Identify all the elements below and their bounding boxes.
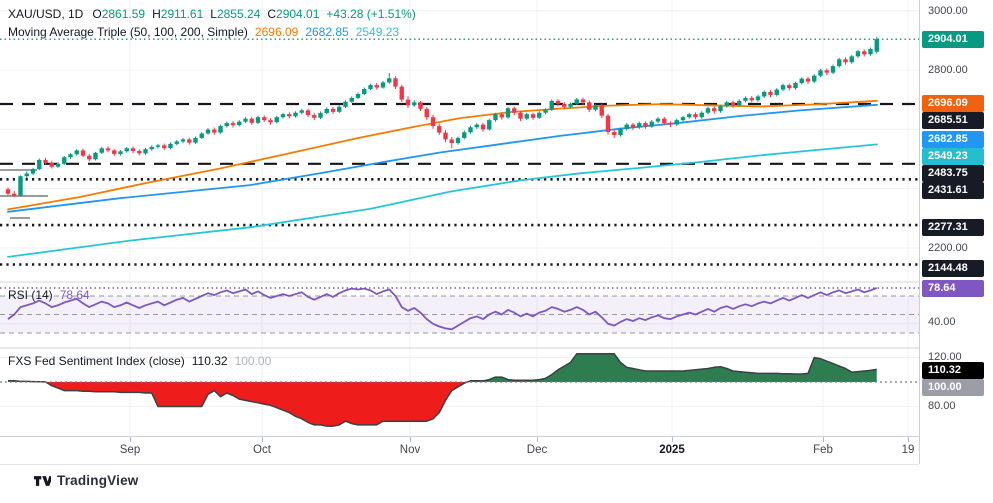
time-tick (823, 437, 824, 442)
time-tick (262, 437, 263, 442)
ma100-value: 2682.85 (305, 25, 349, 39)
ma-line-sma50 (7, 99, 878, 211)
time-label-19: 19 (901, 444, 915, 456)
ma200-value: 2549.23 (355, 25, 400, 39)
time-label-2025: 2025 (659, 444, 685, 456)
axis-badge-2685.51: 2685.51 (922, 111, 984, 129)
axis-label-40.00: 40.00 (928, 316, 956, 328)
axis-label-3000.00: 3000.00 (928, 5, 968, 17)
axis-badge-78.64: 78.64 (922, 279, 984, 297)
axis-badge-2682.85: 2682.85 (922, 130, 984, 148)
axis-label-2200.00: 2200.00 (928, 242, 968, 254)
ma-indicator-title[interactable]: Moving Average Triple (50, 100, 200, Sim… (8, 25, 248, 39)
axis-label-2800.00: 2800.00 (928, 64, 968, 76)
tradingview-logo[interactable]: TradingView (34, 473, 138, 488)
ohlc-high: H2911.61 (152, 7, 204, 21)
ma-line-sma200 (7, 143, 878, 258)
time-tick (130, 437, 131, 442)
chart-panes[interactable]: XAU/USD, 1D O2861.59 H2911.61 L2855.24 C… (0, 0, 919, 436)
time-tick (410, 437, 411, 442)
ohlc-close: C2904.01 (267, 7, 320, 21)
main-legend[interactable]: XAU/USD, 1D O2861.59 H2911.61 L2855.24 C… (8, 6, 416, 40)
axis-badge-2431.61: 2431.61 (922, 181, 984, 199)
axis-badge-2483.75: 2483.75 (922, 164, 984, 182)
axis-badge-100.00: 100.00 (922, 378, 984, 396)
sentiment-pane (0, 353, 919, 427)
axis-badge-2904.01: 2904.01 (922, 30, 984, 48)
time-label-nov: Nov (399, 444, 421, 456)
axis-badge-2549.23: 2549.23 (922, 147, 984, 165)
time-label-feb: Feb (813, 444, 833, 456)
axis-badge-2696.09: 2696.09 (922, 94, 984, 112)
gray-level-segments (0, 169, 48, 219)
rsi-legend[interactable]: RSI (14) 78.64 (8, 287, 90, 303)
candlesticks (5, 36, 879, 197)
price-change: +43.28 (+1.51%) (326, 7, 416, 21)
chart-canvas[interactable] (0, 0, 919, 436)
time-tick (537, 437, 538, 442)
sentiment-value: 110.32 (191, 354, 228, 368)
ohlc-open: O2861.59 (92, 7, 146, 21)
sentiment-legend[interactable]: FXS Fed Sentiment Index (close) 110.32 1… (8, 353, 271, 369)
time-tick (672, 437, 673, 442)
axis-badge-110.32: 110.32 (922, 361, 984, 379)
time-label-sep: Sep (119, 444, 141, 456)
ma-line-sma100 (7, 103, 878, 213)
tradingview-logo-icon (34, 475, 51, 486)
sentiment-title[interactable]: FXS Fed Sentiment Index (close) (8, 354, 185, 368)
time-axis[interactable]: Sep Oct Nov Dec 2025 Feb 19 (0, 436, 919, 465)
rsi-title[interactable]: RSI (14) (8, 288, 53, 302)
axis-label-120.00: 120.00 (928, 351, 962, 363)
rsi-value: 78.64 (59, 288, 90, 302)
time-label-dec: Dec (526, 444, 548, 456)
symbol-title[interactable]: XAU/USD, 1D (8, 7, 84, 21)
price-axis[interactable]: 3000.00 2904.01 2800.00 2696.09 2685.51 2682.… (919, 0, 993, 464)
axis-label-80.00: 80.00 (928, 400, 956, 412)
time-label-oct: Oct (253, 444, 271, 456)
ohlc-low: L2855.24 (210, 7, 261, 21)
axis-badge-2144.48: 2144.48 (922, 259, 984, 277)
axis-badge-2277.31: 2277.31 (922, 218, 984, 236)
rsi-pane (0, 287, 919, 334)
gridlines (0, 0, 919, 436)
sentiment-baseline-value: 100.00 (234, 354, 272, 368)
time-tick (908, 437, 909, 442)
ma50-value: 2696.09 (254, 25, 299, 39)
ma-indicator-row[interactable]: Moving Average Triple (50, 100, 200, Sim… (8, 24, 416, 40)
tradingview-logo-text: TradingView (57, 473, 139, 488)
symbol-ohlc-row[interactable]: XAU/USD, 1D O2861.59 H2911.61 L2855.24 C… (8, 6, 416, 22)
